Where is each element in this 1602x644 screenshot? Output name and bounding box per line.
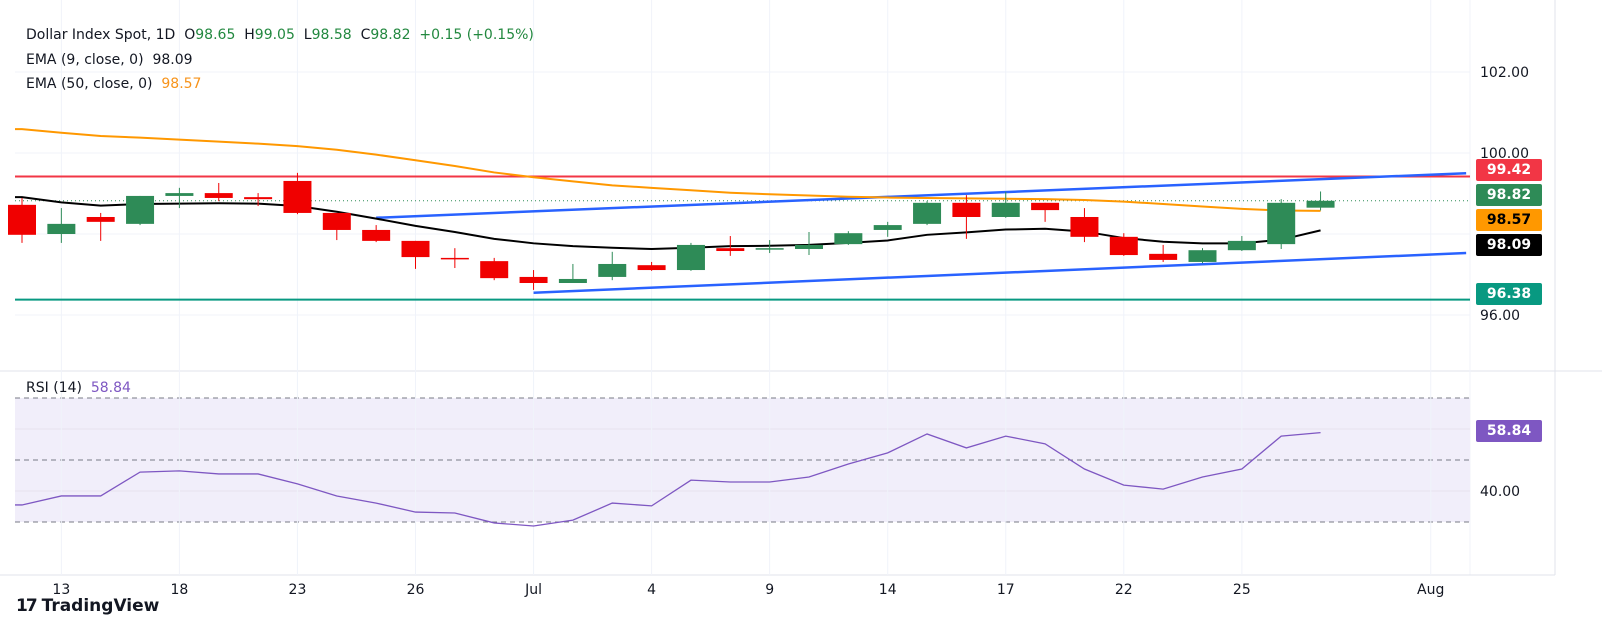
- rsi-price-tag: 58.84: [1476, 420, 1542, 442]
- candle-down: [322, 212, 351, 230]
- price-tick-label: 102.00: [1480, 65, 1529, 81]
- candle-down: [1109, 236, 1138, 256]
- candle-down: [440, 257, 469, 260]
- close-label: C: [360, 27, 371, 43]
- time-tick-label: 14: [879, 582, 897, 598]
- high-label: H: [244, 27, 255, 43]
- time-tick-label: 4: [647, 582, 656, 598]
- time-tick-label: 13: [52, 582, 70, 598]
- candle-down: [401, 240, 430, 258]
- close-price-tag: 98.82: [1476, 184, 1542, 206]
- candle-up: [47, 223, 76, 234]
- candle-down: [244, 197, 273, 200]
- rsi-label: RSI (14): [26, 380, 82, 396]
- candle-down: [86, 216, 115, 222]
- open-label: O: [184, 27, 196, 43]
- close-value: 98.82: [370, 27, 411, 43]
- candle-down: [952, 202, 981, 217]
- candle-up: [1227, 240, 1256, 251]
- brand-name: TradingView: [41, 596, 160, 616]
- ema9-value: 98.09: [152, 52, 193, 68]
- candle-up: [676, 244, 705, 271]
- time-tick-label: 18: [170, 582, 188, 598]
- candle-up: [1306, 200, 1335, 208]
- ema50-label: EMA (50, close, 0): [26, 76, 153, 92]
- candle-up: [795, 244, 823, 249]
- candle-down: [8, 204, 36, 235]
- time-tick-label: Jul: [524, 582, 542, 598]
- rsi-legend: RSI (14) 58.84: [26, 380, 131, 396]
- ema50-legend: EMA (50, close, 0) 98.57: [26, 76, 201, 92]
- rsi-line: [15, 431, 1321, 527]
- open-value: 98.65: [195, 27, 236, 43]
- candle-down: [1149, 253, 1178, 260]
- ema50-value: 98.57: [161, 76, 202, 92]
- low-label: L: [303, 27, 312, 43]
- time-tick-label: 26: [407, 582, 425, 598]
- candle-down: [480, 261, 509, 279]
- candle-down: [204, 193, 233, 198]
- candle-up: [873, 225, 902, 230]
- candle-up: [598, 263, 627, 277]
- candle-down: [1031, 202, 1060, 211]
- upper-trendline: [376, 172, 1467, 220]
- candle-up: [913, 202, 942, 224]
- low-value: 98.58: [311, 27, 352, 43]
- time-tick-label: 9: [765, 582, 774, 598]
- candle-up: [834, 233, 863, 245]
- rsi-value: 58.84: [90, 380, 131, 396]
- candle-up: [165, 193, 194, 196]
- time-tick-label: 23: [289, 582, 307, 598]
- candle-down: [716, 248, 745, 252]
- candle-up: [1188, 250, 1217, 262]
- symbol-name: Dollar Index Spot, 1D: [26, 27, 176, 43]
- candle-up: [1267, 202, 1296, 245]
- tradingview-logo[interactable]: 17 TradingView: [16, 596, 159, 616]
- candle-down: [283, 180, 312, 213]
- lower-trendline: [533, 251, 1467, 294]
- ema9-price-tag: 98.09: [1476, 234, 1542, 256]
- resistance-price-tag: 99.42: [1476, 159, 1542, 181]
- candle-up: [558, 278, 587, 284]
- candle-down: [637, 265, 666, 271]
- candle-up: [755, 248, 784, 250]
- candle-down: [519, 276, 548, 284]
- ema9-label: EMA (9, close, 0): [26, 52, 144, 68]
- support-price-tag: 96.38: [1476, 283, 1542, 305]
- tradingview-logo-icon: 17: [16, 596, 38, 616]
- symbol-legend: Dollar Index Spot, 1D O98.65 H99.05 L98.…: [26, 27, 534, 43]
- candle-down: [1070, 216, 1099, 237]
- price-tick-label: 96.00: [1480, 308, 1520, 324]
- change-value: +0.15 (+0.15%): [419, 27, 534, 43]
- ema50-line: [15, 128, 1321, 212]
- candle-up: [126, 195, 155, 224]
- rsi-tick-label: 40.00: [1480, 484, 1520, 500]
- candle-down: [362, 229, 391, 241]
- ema50-price-tag: 98.57: [1476, 209, 1542, 231]
- time-tick-label: 17: [997, 582, 1015, 598]
- price-tick-label: 100.00: [1480, 146, 1529, 162]
- ema9-legend: EMA (9, close, 0) 98.09: [26, 52, 193, 68]
- rsi-band: [15, 398, 1470, 522]
- time-tick-label: 22: [1115, 582, 1133, 598]
- candle-up: [991, 202, 1020, 217]
- high-value: 99.05: [254, 27, 295, 43]
- time-tick-label: 25: [1233, 582, 1251, 598]
- time-tick-label: Aug: [1417, 582, 1444, 598]
